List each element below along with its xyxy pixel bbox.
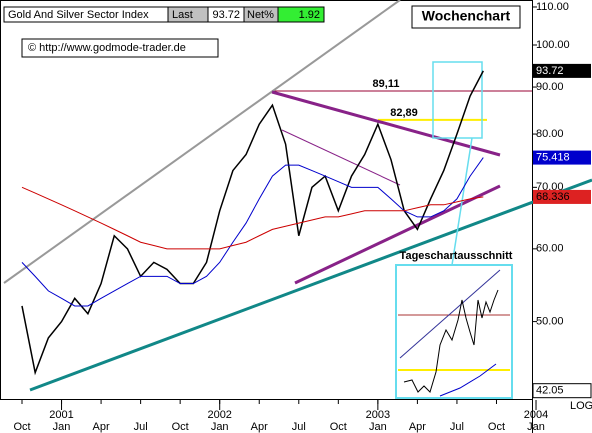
y-tick-label: 60.00 bbox=[536, 243, 564, 255]
y-tick-label: 80.00 bbox=[536, 128, 564, 140]
level-label: 82,89 bbox=[390, 107, 418, 119]
last-value-label: 68.336 bbox=[536, 191, 570, 203]
low-marker-box bbox=[532, 383, 592, 399]
y-tick-label: 100.00 bbox=[536, 39, 570, 51]
year-label: 2004 bbox=[524, 409, 548, 421]
scale-label: LOG bbox=[570, 400, 592, 412]
x-tick-label: Oct bbox=[172, 421, 189, 433]
series-line bbox=[21, 70, 484, 376]
x-tick-label: Apr bbox=[93, 421, 110, 433]
trend-channel-upper bbox=[3, 0, 401, 284]
series-line bbox=[21, 157, 484, 307]
x-tick-label: Jan bbox=[211, 421, 229, 433]
last-value-box bbox=[533, 63, 591, 78]
trend-triangle-lower bbox=[294, 184, 501, 285]
low-marker-label: 42.05 bbox=[536, 385, 564, 397]
last-value: 93.72 bbox=[212, 9, 240, 21]
last-value-label: 93.72 bbox=[536, 65, 564, 77]
copyright-box bbox=[21, 38, 219, 58]
x-tick-label: Jan bbox=[527, 421, 545, 433]
x-tick-label: Jan bbox=[53, 421, 71, 433]
y-tick-label: 50.00 bbox=[536, 315, 564, 327]
copyright: © http://www.godmode-trader.de bbox=[28, 42, 186, 54]
x-tick-label: Apr bbox=[251, 421, 268, 433]
year-label: 2002 bbox=[207, 409, 231, 421]
year-label: 2001 bbox=[49, 409, 73, 421]
x-tick-label: Oct bbox=[488, 421, 505, 433]
x-tick-label: Jul bbox=[450, 421, 464, 433]
last-caption: Last bbox=[172, 9, 193, 21]
last-value-box bbox=[533, 150, 591, 165]
inset-label: Tageschartausschnitt bbox=[400, 250, 513, 262]
trend-resistance bbox=[271, 90, 501, 157]
x-tick-label: Apr bbox=[409, 421, 426, 433]
chart-label: Wochenchart bbox=[422, 8, 511, 24]
highlight-box bbox=[432, 61, 483, 139]
year-label: 2003 bbox=[366, 409, 390, 421]
x-tick-label: Jul bbox=[292, 421, 306, 433]
chart-title: Gold And Silver Sector Index bbox=[8, 9, 149, 21]
inset-price bbox=[403, 289, 499, 393]
net-value-box bbox=[277, 6, 325, 23]
y-tick-label: 110.00 bbox=[536, 1, 569, 13]
level-label: 89,11 bbox=[373, 78, 400, 90]
x-tick-label: Oct bbox=[330, 421, 347, 433]
inset-trend bbox=[399, 269, 501, 359]
inset-ma bbox=[439, 363, 497, 397]
x-tick-label: Oct bbox=[13, 421, 30, 433]
chart-label-box bbox=[411, 5, 521, 29]
net-value: 1.92 bbox=[299, 9, 320, 21]
inset-box bbox=[395, 264, 513, 399]
trend-triangle-upper bbox=[281, 129, 401, 186]
net-caption: Net% bbox=[247, 9, 274, 21]
last-value-label: 75.418 bbox=[536, 151, 570, 163]
connector bbox=[451, 137, 473, 266]
x-tick-label: Jul bbox=[134, 421, 148, 433]
last-value-box bbox=[533, 189, 591, 204]
x-tick-label: Jan bbox=[369, 421, 387, 433]
y-tick-label: 90.00 bbox=[536, 81, 564, 93]
trend-support bbox=[29, 178, 592, 392]
series-line bbox=[21, 186, 484, 250]
